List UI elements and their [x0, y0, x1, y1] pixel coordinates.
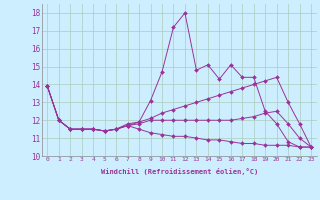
X-axis label: Windchill (Refroidissement éolien,°C): Windchill (Refroidissement éolien,°C) [100, 168, 258, 175]
